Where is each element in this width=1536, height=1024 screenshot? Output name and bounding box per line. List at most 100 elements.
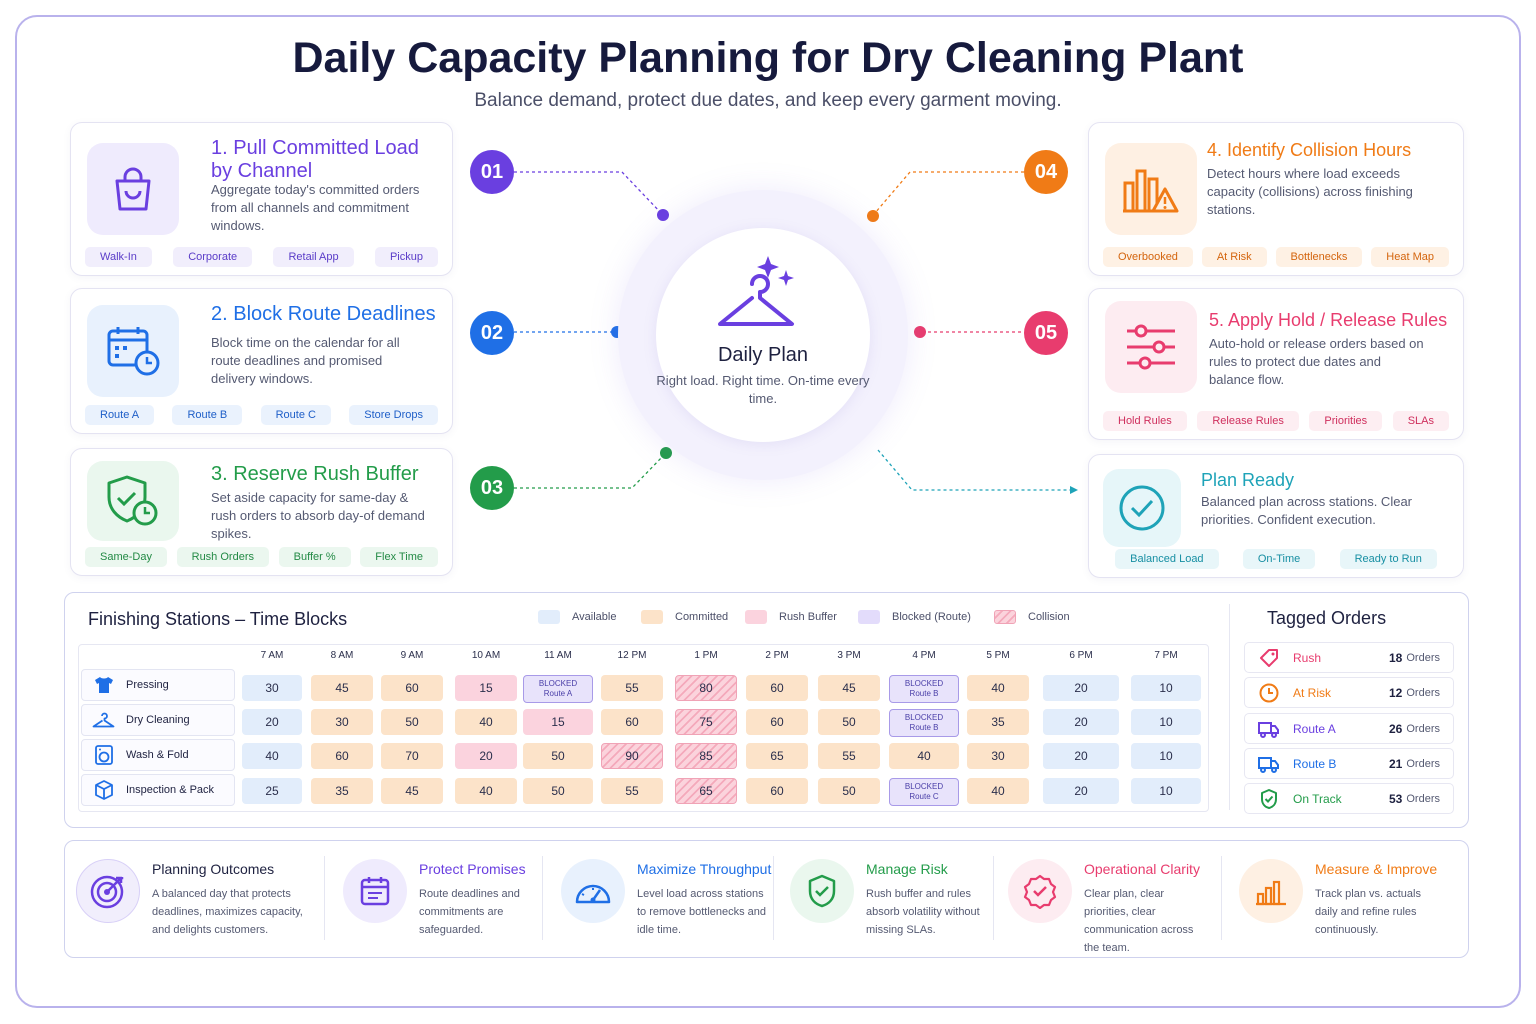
cell-collision[interactable]: 85 — [675, 743, 737, 769]
cell-committed[interactable]: 35 — [311, 778, 373, 804]
cell-rush-buffer[interactable]: 15 — [523, 709, 593, 735]
cell-rush-buffer[interactable]: 15 — [455, 675, 517, 701]
cell-available[interactable]: 10 — [1131, 675, 1201, 701]
cell-available[interactable]: 20 — [242, 709, 302, 735]
tagged-row-on-track[interactable]: On Track 53 Orders — [1244, 783, 1454, 814]
cell-available[interactable]: 10 — [1131, 709, 1201, 735]
cell-available[interactable]: 20 — [1043, 675, 1119, 701]
tag-chip[interactable]: Route A — [85, 405, 155, 425]
tag-chip[interactable]: Priorities — [1309, 411, 1383, 431]
cell-blocked-route[interactable]: BLOCKED Route B — [889, 675, 959, 703]
tag-chip[interactable]: Buffer % — [278, 547, 351, 567]
hour-label: 7 PM — [1154, 650, 1178, 661]
tag-chip[interactable]: Retail App — [273, 247, 354, 267]
cell-committed[interactable]: 40 — [455, 778, 517, 804]
cell-available[interactable]: 10 — [1131, 778, 1201, 804]
outcome-desc: Rush buffer and rules absorb volatility … — [866, 888, 980, 936]
tag-chip[interactable]: Corporate — [173, 247, 253, 267]
cell-collision[interactable]: 80 — [675, 675, 737, 701]
cell-committed[interactable]: 65 — [746, 743, 808, 769]
cell-committed[interactable]: 60 — [311, 743, 373, 769]
cell-rush-buffer[interactable]: 20 — [455, 743, 517, 769]
tag-chip[interactable]: Pickup — [374, 247, 438, 267]
cell-committed[interactable]: 45 — [311, 675, 373, 701]
cell-committed[interactable]: 50 — [523, 743, 593, 769]
tagged-row-rush[interactable]: Rush 18 Orders — [1244, 642, 1454, 673]
cell-committed[interactable]: 45 — [818, 675, 880, 701]
tag-chip[interactable]: On-Time — [1242, 549, 1316, 569]
outcomes-panel — [64, 840, 1469, 958]
cell-collision[interactable]: 65 — [675, 778, 737, 804]
cell-committed[interactable]: 55 — [601, 675, 663, 701]
station-inspection-pack[interactable]: Inspection & Pack — [81, 774, 235, 806]
outcome-divider — [773, 856, 774, 940]
cell-available[interactable]: 20 — [1043, 709, 1119, 735]
cell-committed[interactable]: 50 — [818, 709, 880, 735]
tagged-row-at-risk[interactable]: At Risk 12 Orders — [1244, 677, 1454, 708]
cell-collision[interactable]: 75 — [675, 709, 737, 735]
cell-committed[interactable]: 55 — [601, 778, 663, 804]
cell-value: 25 — [265, 784, 279, 798]
cell-blocked-route[interactable]: BLOCKED Route B — [889, 709, 959, 737]
cell-blocked-route[interactable]: BLOCKED Route C — [889, 778, 959, 806]
cell-available[interactable]: 20 — [1043, 778, 1119, 804]
tag-chip[interactable]: Walk-In — [85, 247, 152, 267]
tag-chip[interactable]: Same-Day — [85, 547, 167, 567]
tag-chip[interactable]: Release Rules — [1197, 411, 1299, 431]
cell-blocked-route[interactable]: BLOCKED Route A — [523, 675, 593, 703]
cell-committed[interactable]: 60 — [746, 778, 808, 804]
legend-committed: Committed — [641, 610, 728, 624]
station-wash-fold[interactable]: Wash & Fold — [81, 739, 235, 771]
tag-chip[interactable]: Store Drops — [349, 405, 438, 425]
tag-chip[interactable]: Balanced Load — [1115, 549, 1219, 569]
cell-committed[interactable]: 35 — [967, 709, 1029, 735]
cell-committed[interactable]: 30 — [967, 743, 1029, 769]
cell-committed[interactable]: 30 — [311, 709, 373, 735]
tag-chip[interactable]: At Risk — [1201, 247, 1267, 267]
cell-available[interactable]: 40 — [242, 743, 302, 769]
tag-chip[interactable]: Bottlenecks — [1275, 247, 1363, 267]
cell-committed[interactable]: 60 — [746, 675, 808, 701]
cell-value: 60 — [625, 715, 639, 729]
cell-committed[interactable]: 40 — [455, 709, 517, 735]
cell-committed[interactable]: 50 — [523, 778, 593, 804]
tag-chip[interactable]: Hold Rules — [1103, 411, 1187, 431]
cell-committed[interactable]: 50 — [381, 709, 443, 735]
cell-committed[interactable]: 60 — [746, 709, 808, 735]
tag-chip[interactable]: SLAs — [1392, 411, 1449, 431]
cell-committed[interactable]: 45 — [381, 778, 443, 804]
cell-available[interactable]: 30 — [242, 675, 302, 701]
cell-committed[interactable]: 40 — [967, 778, 1029, 804]
calendar-clock-icon — [87, 305, 179, 397]
calendar-icon — [343, 859, 407, 923]
outcome-desc: Route deadlines and commitments are safe… — [419, 888, 520, 936]
tagged-count: 18 — [1389, 650, 1403, 665]
cell-committed[interactable]: 60 — [601, 709, 663, 735]
cell-value: 70 — [405, 749, 419, 763]
tag-chip[interactable]: Heat Map — [1371, 247, 1449, 267]
cell-value: 20 — [1074, 681, 1088, 695]
tag-chip[interactable]: Route B — [172, 405, 243, 425]
cell-committed[interactable]: 50 — [818, 778, 880, 804]
cell-value: 10 — [1159, 749, 1173, 763]
tagged-orders-title: Tagged Orders — [1267, 608, 1387, 628]
tag-chip[interactable]: Overbooked — [1103, 247, 1193, 267]
cell-available[interactable]: 10 — [1131, 743, 1201, 769]
tag-chip[interactable]: Flex Time — [360, 547, 438, 567]
tag-chip[interactable]: Route C — [260, 405, 331, 425]
tagged-row-route-b[interactable]: Route B 21 Orders — [1244, 748, 1454, 779]
cell-committed[interactable]: 70 — [381, 743, 443, 769]
tagged-row-route-a[interactable]: Route A 26 Orders — [1244, 713, 1454, 744]
tag-chip[interactable]: Ready to Run — [1339, 549, 1437, 569]
cell-available[interactable]: 20 — [1043, 743, 1119, 769]
cell-committed[interactable]: 60 — [381, 675, 443, 701]
station-pressing[interactable]: Pressing — [81, 669, 235, 701]
station-dry-cleaning[interactable]: Dry Cleaning — [81, 704, 235, 736]
cell-committed[interactable]: 40 — [967, 675, 1029, 701]
cell-available[interactable]: 25 — [242, 778, 302, 804]
cell-committed[interactable]: 40 — [889, 743, 959, 769]
tag-chip[interactable]: Rush Orders — [176, 547, 269, 567]
cell-collision[interactable]: 90 — [601, 743, 663, 769]
cell-committed[interactable]: 55 — [818, 743, 880, 769]
card-desc: Aggregate today's committed orders from … — [211, 182, 420, 233]
